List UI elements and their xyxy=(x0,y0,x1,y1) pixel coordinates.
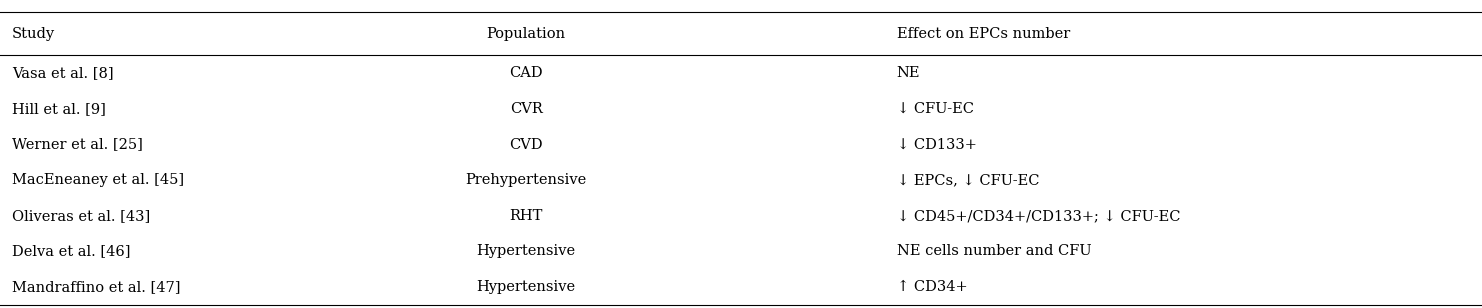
Text: CVR: CVR xyxy=(510,102,542,116)
Text: Study: Study xyxy=(12,27,55,41)
Text: ↓ CFU-EC: ↓ CFU-EC xyxy=(897,102,974,116)
Text: Hill et al. [9]: Hill et al. [9] xyxy=(12,102,105,116)
Text: ↓ EPCs, ↓ CFU-EC: ↓ EPCs, ↓ CFU-EC xyxy=(897,173,1039,187)
Text: Hypertensive: Hypertensive xyxy=(477,245,575,258)
Text: CVD: CVD xyxy=(510,138,542,152)
Text: NE: NE xyxy=(897,66,920,80)
Text: ↑ CD34+: ↑ CD34+ xyxy=(897,280,968,294)
Text: Effect on EPCs number: Effect on EPCs number xyxy=(897,27,1070,41)
Text: Vasa et al. [8]: Vasa et al. [8] xyxy=(12,66,114,80)
Text: Prehypertensive: Prehypertensive xyxy=(465,173,587,187)
Text: Oliveras et al. [43]: Oliveras et al. [43] xyxy=(12,209,150,223)
Text: Werner et al. [25]: Werner et al. [25] xyxy=(12,138,142,152)
Text: Hypertensive: Hypertensive xyxy=(477,280,575,294)
Text: MacEneaney et al. [45]: MacEneaney et al. [45] xyxy=(12,173,184,187)
Text: ↓ CD133+: ↓ CD133+ xyxy=(897,138,977,152)
Text: ↓ CD45+/CD34+/CD133+; ↓ CFU-EC: ↓ CD45+/CD34+/CD133+; ↓ CFU-EC xyxy=(897,209,1180,223)
Text: Population: Population xyxy=(486,27,566,41)
Text: RHT: RHT xyxy=(510,209,542,223)
Text: Delva et al. [46]: Delva et al. [46] xyxy=(12,245,130,258)
Text: Mandraffino et al. [47]: Mandraffino et al. [47] xyxy=(12,280,181,294)
Text: CAD: CAD xyxy=(510,66,542,80)
Text: NE cells number and CFU: NE cells number and CFU xyxy=(897,245,1091,258)
